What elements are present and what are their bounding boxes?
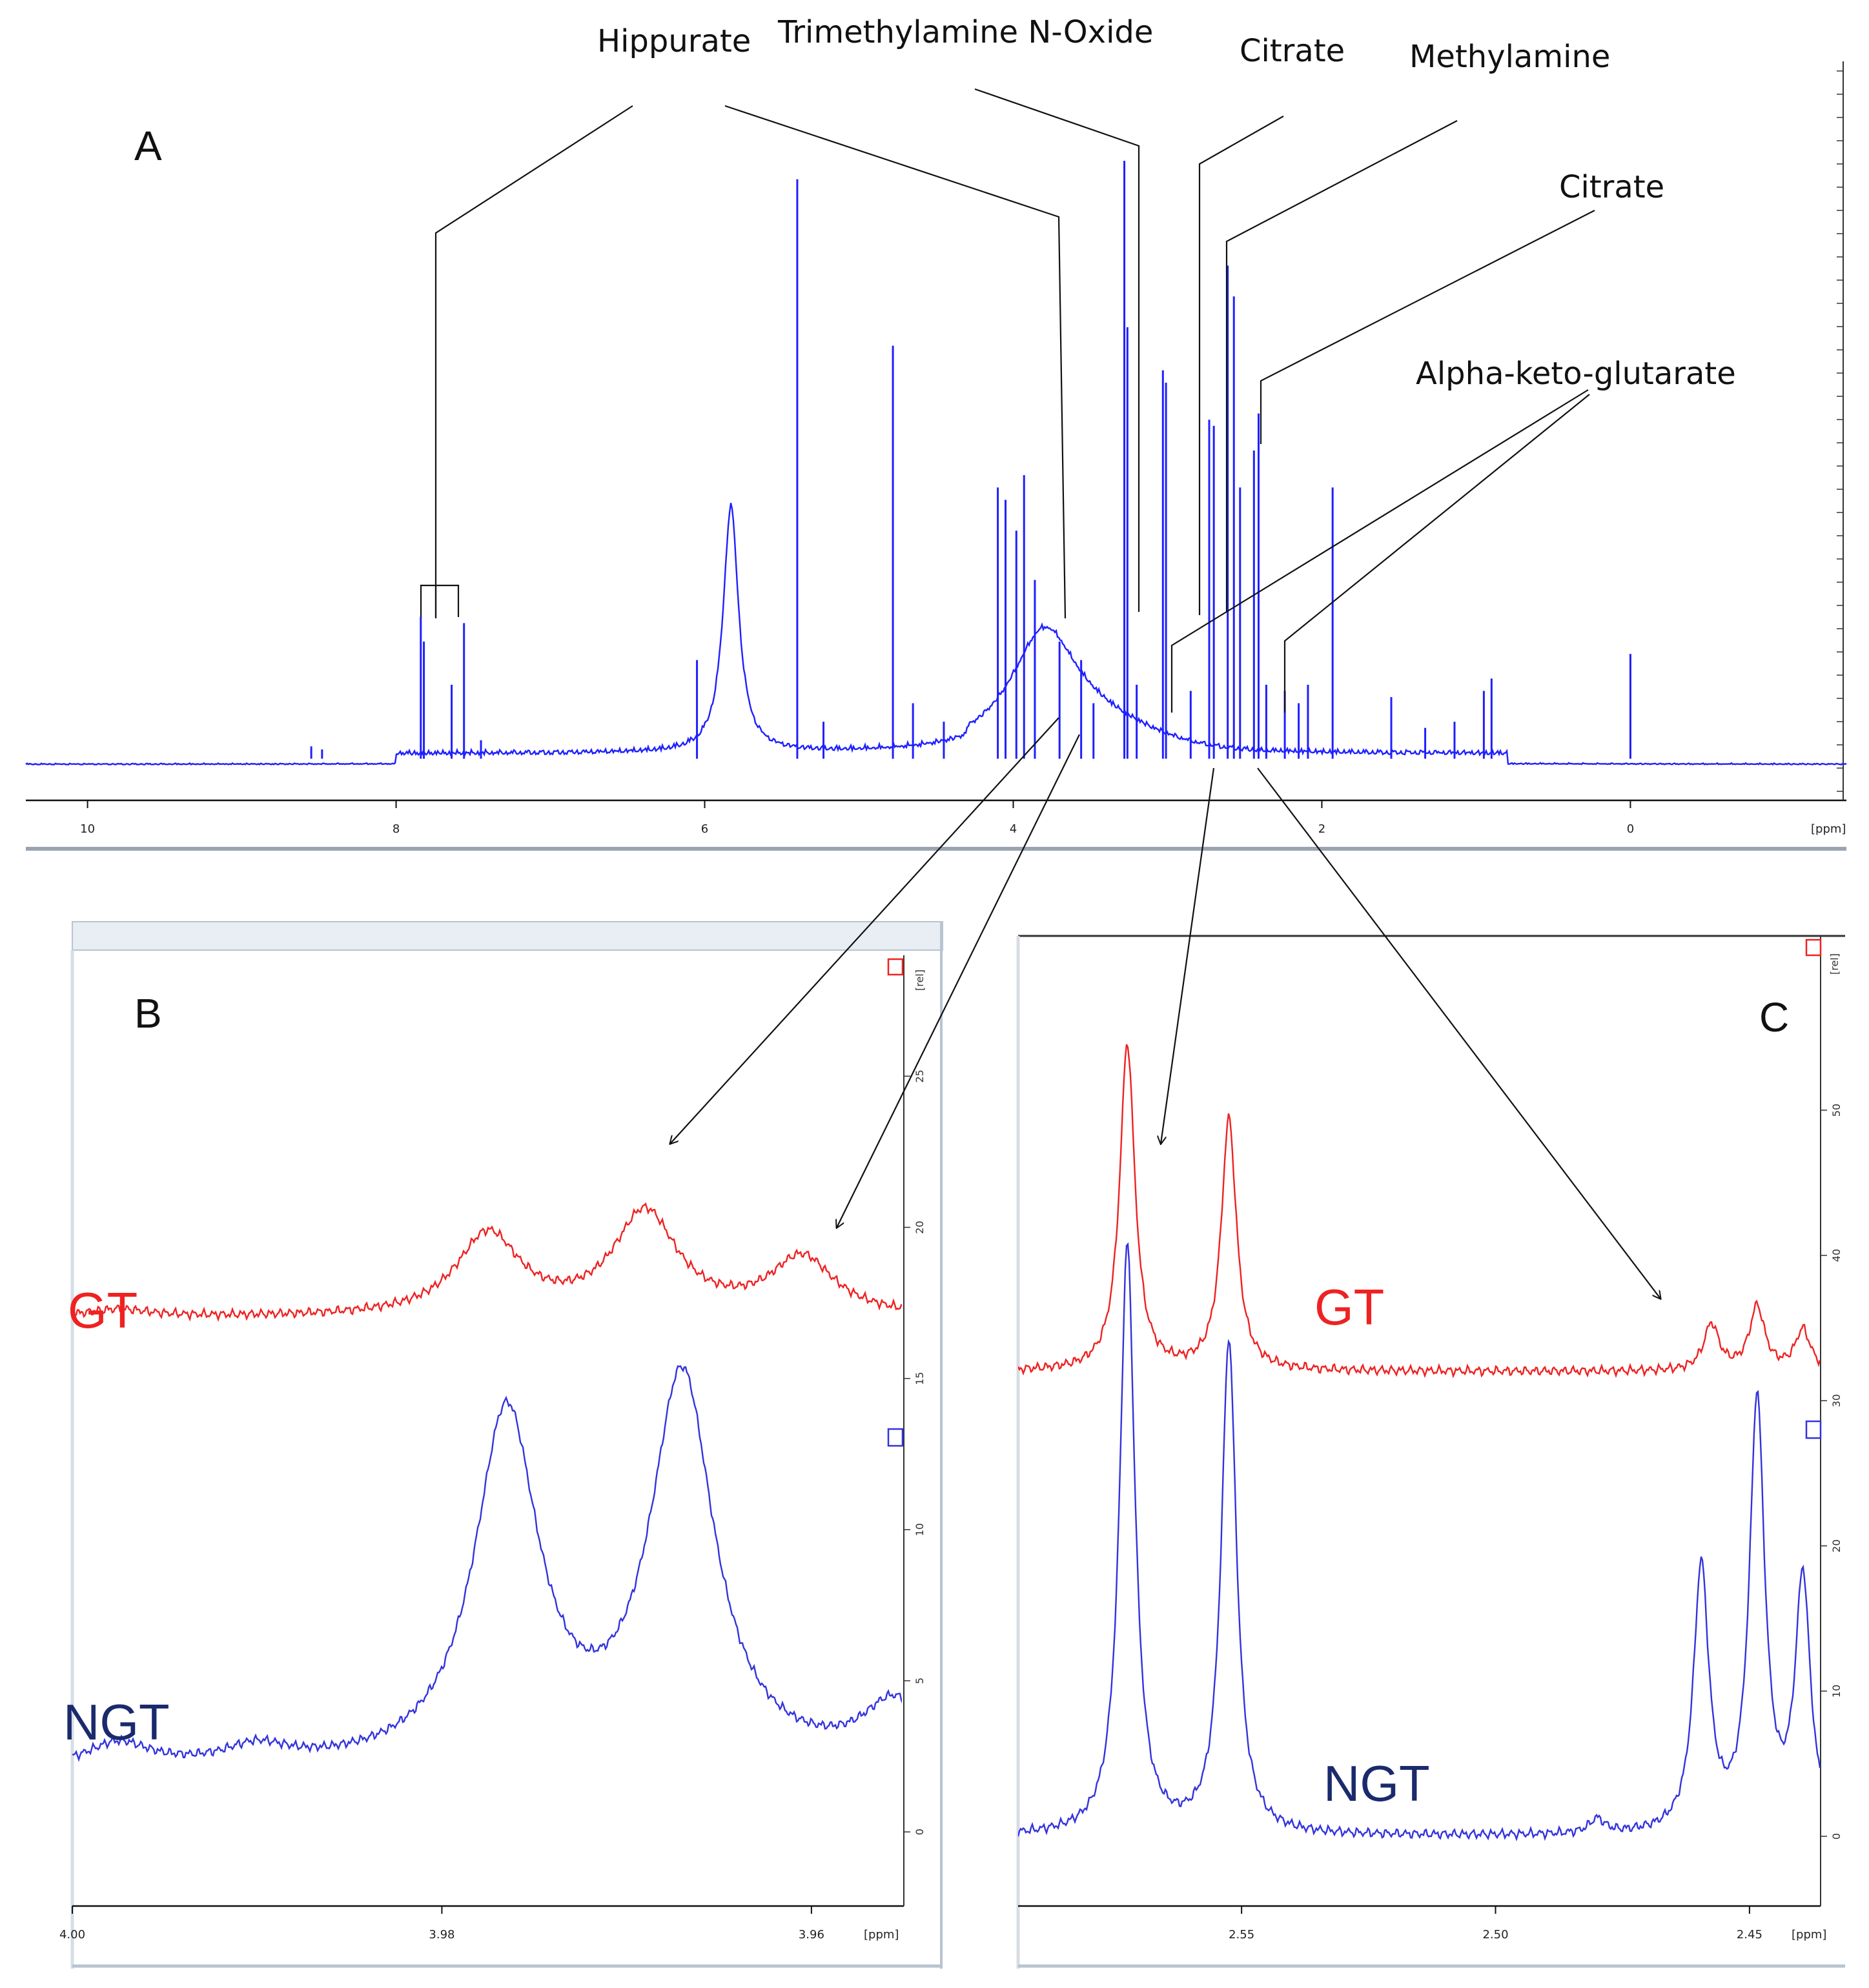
- x-tick-label: 8: [393, 822, 400, 836]
- panel-b-ngt-label: NGT: [63, 1694, 170, 1750]
- panel-b-gt-marker: [887, 958, 904, 976]
- x-tick-label: 10: [80, 822, 95, 836]
- panel-a-xlabel: [ppm]: [1811, 822, 1846, 836]
- panel-c-gt-marker: [1805, 938, 1822, 957]
- y-tick-label: 15: [914, 1372, 926, 1384]
- panel-c-xlabel: [ppm]: [1792, 1928, 1826, 1942]
- panel-c-ngt-spectrum: [1018, 1242, 1821, 1841]
- annotation-leaders: [420, 88, 1595, 713]
- y-tick-label: 25: [914, 1070, 926, 1082]
- panel-c-gt-label: GT: [1314, 1279, 1384, 1335]
- panel-b-xlabel: [ppm]: [864, 1928, 899, 1942]
- akg-leader-1: [1170, 389, 1589, 713]
- y-tick-label: 20: [914, 1221, 926, 1233]
- panel-b-ngt-spectrum: [72, 1364, 902, 1762]
- x-tick-label: 0: [1627, 822, 1634, 836]
- methylamine-leader: [1225, 120, 1458, 612]
- x-tick-label: 2: [1318, 822, 1325, 836]
- label-tmao: Trimethylamine N-Oxide: [777, 14, 1153, 50]
- x-tick-label: 4.00: [59, 1928, 85, 1942]
- panel-c-ngt-label: NGT: [1323, 1755, 1430, 1812]
- panel-a-x-ticks: 10 8 6 4 2 0: [80, 800, 1634, 836]
- panel-a-letter: A: [134, 123, 162, 169]
- x-tick-label: 3.96: [799, 1928, 824, 1942]
- zoom-arrows: [670, 717, 1660, 1299]
- panel-b-ticks: 4.00 3.98 3.96 0 5 10 15 20 25: [59, 1070, 926, 1942]
- y-tick-label: 0: [914, 1829, 926, 1835]
- label-methylamine: Methylamine: [1409, 39, 1610, 75]
- panel-b-gt-spectrum: [72, 1202, 902, 1323]
- y-tick-label: 10: [1830, 1685, 1843, 1698]
- hippurate-leader-ch2: [724, 105, 1067, 619]
- citrate-leader-1: [1198, 116, 1284, 615]
- panel-b-gt-label: GT: [68, 1282, 138, 1339]
- panel-c: 2.55 2.50 2.45 0 10 20 30 40 50 [ppm] [rel] C GT…: [1016, 935, 1845, 1969]
- x-tick-label: 2.50: [1482, 1928, 1508, 1942]
- x-tick-label: 2.45: [1737, 1928, 1762, 1942]
- label-citrate-1: Citrate: [1240, 33, 1345, 69]
- y-tick-label: 40: [1830, 1249, 1843, 1262]
- y-tick-label: 10: [914, 1523, 926, 1536]
- label-citrate-2: Citrate: [1559, 169, 1664, 205]
- panel-a-right-ticks: [1837, 70, 1843, 792]
- panel-c-ticks: 2.55 2.50 2.45 0 10 20 30 40 50: [1229, 1104, 1843, 1942]
- panel-a-spectrum: [25, 503, 1846, 766]
- tmao-leader: [974, 88, 1140, 612]
- arrow-to-c-right: [1257, 767, 1660, 1299]
- hippurate-bracket: [420, 584, 460, 617]
- y-tick-label: 30: [1830, 1394, 1843, 1407]
- panel-a: 10 8 6 4 2 0 [ppm] A Hippurate Trimethylamine…: [25, 14, 1846, 851]
- y-tick-label: 20: [1830, 1539, 1843, 1552]
- arrow-to-b-left: [670, 717, 1059, 1144]
- x-tick-label: 3.98: [429, 1928, 454, 1942]
- panel-b-header-bar: [72, 921, 943, 951]
- y-tick-label: 0: [1830, 1833, 1843, 1840]
- panel-a-peak-marks: [310, 161, 1631, 759]
- label-hippurate: Hippurate: [597, 23, 751, 59]
- akg-leader-2: [1283, 394, 1590, 713]
- y-tick-label: 5: [914, 1678, 926, 1684]
- x-tick-label: 2.55: [1229, 1928, 1254, 1942]
- x-tick-label: 4: [1010, 822, 1017, 836]
- panel-c-ngt-marker: [1805, 1420, 1822, 1439]
- arrow-to-b-right: [837, 734, 1080, 1228]
- panel-b-letter: B: [134, 990, 162, 1037]
- arrow-to-c-left: [1161, 767, 1215, 1144]
- citrate-leader-2: [1260, 210, 1595, 444]
- x-tick-label: 6: [701, 822, 708, 836]
- panel-c-gt-spectrum: [1018, 1044, 1821, 1379]
- panel-b-ylabel: [rel]: [914, 969, 926, 991]
- hippurate-leader-aromatic: [434, 105, 633, 618]
- label-alpha-keto-glutarate: Alpha-keto-glutarate: [1416, 356, 1736, 392]
- panel-b-ngt-marker: [887, 1428, 904, 1447]
- panel-c-letter: C: [1759, 994, 1789, 1040]
- y-tick-label: 50: [1830, 1104, 1843, 1117]
- panel-c-ylabel: [rel]: [1828, 953, 1841, 975]
